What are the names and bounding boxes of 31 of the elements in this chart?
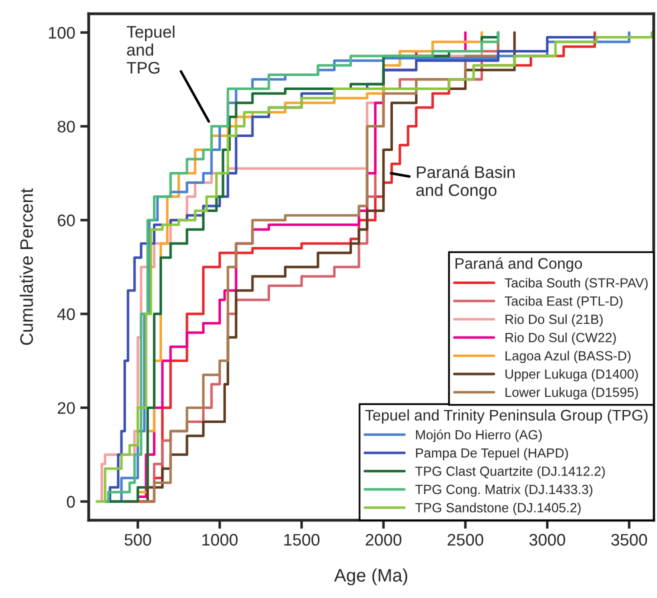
x-axis-title: Age (Ma) [334, 568, 408, 586]
y-tick-label: 100 [48, 26, 75, 39]
legend-label: Pampa De Tepuel (HAPD) [416, 448, 568, 460]
x-tick-label: 2500 [448, 534, 484, 546]
legend-label: Lower Lukuga (D1595) [506, 387, 638, 400]
annotation: Tepuel and TPG [126, 26, 174, 74]
annotation: Paraná Basin and Congo [416, 166, 515, 200]
legend-label: Taciba East (PTL-D) [504, 296, 622, 308]
x-tick-label: 3000 [529, 534, 566, 546]
y-axis-title: Cumulative Percent [20, 188, 34, 345]
legend-label: TPG Sandstone (DJ.1405.2) [415, 502, 581, 515]
y-tick-label: 40 [57, 308, 75, 320]
legend-label: Upper Lukuga (D1400) [505, 369, 638, 382]
x-tick-label: 3500 [611, 534, 648, 546]
legend-label: Lagoa Azul (BASS-D) [506, 350, 631, 364]
x-tick-label: 2000 [366, 534, 402, 546]
y-tick-label: 80 [58, 120, 75, 133]
text: Tepuel and Trinity Peninsula Group (TPG) [365, 409, 648, 424]
legend-label: TPG Clast Quartzite (DJ.1412.2) [415, 466, 605, 478]
y-tick-label: 60 [58, 214, 75, 226]
x-tick-label: 1000 [202, 534, 238, 546]
x-tick-label: 1500 [284, 534, 320, 546]
y-tick-label: 20 [58, 402, 75, 414]
legend-label: Rio Do Sul (21B) [506, 314, 603, 327]
x-tick-label: 500 [124, 534, 152, 546]
legend-label: Rio Do Sul (CW22) [506, 332, 616, 345]
legend-label: TPG Cong. Matrix (DJ.1433.3) [415, 484, 592, 497]
text: Paraná and Congo [456, 257, 582, 272]
y-tick-label: 0 [66, 496, 75, 508]
legend-label: Mojón Do Hierro (AG) [416, 430, 542, 442]
legend-label: Taciba South (STR-PAV) [504, 278, 648, 290]
